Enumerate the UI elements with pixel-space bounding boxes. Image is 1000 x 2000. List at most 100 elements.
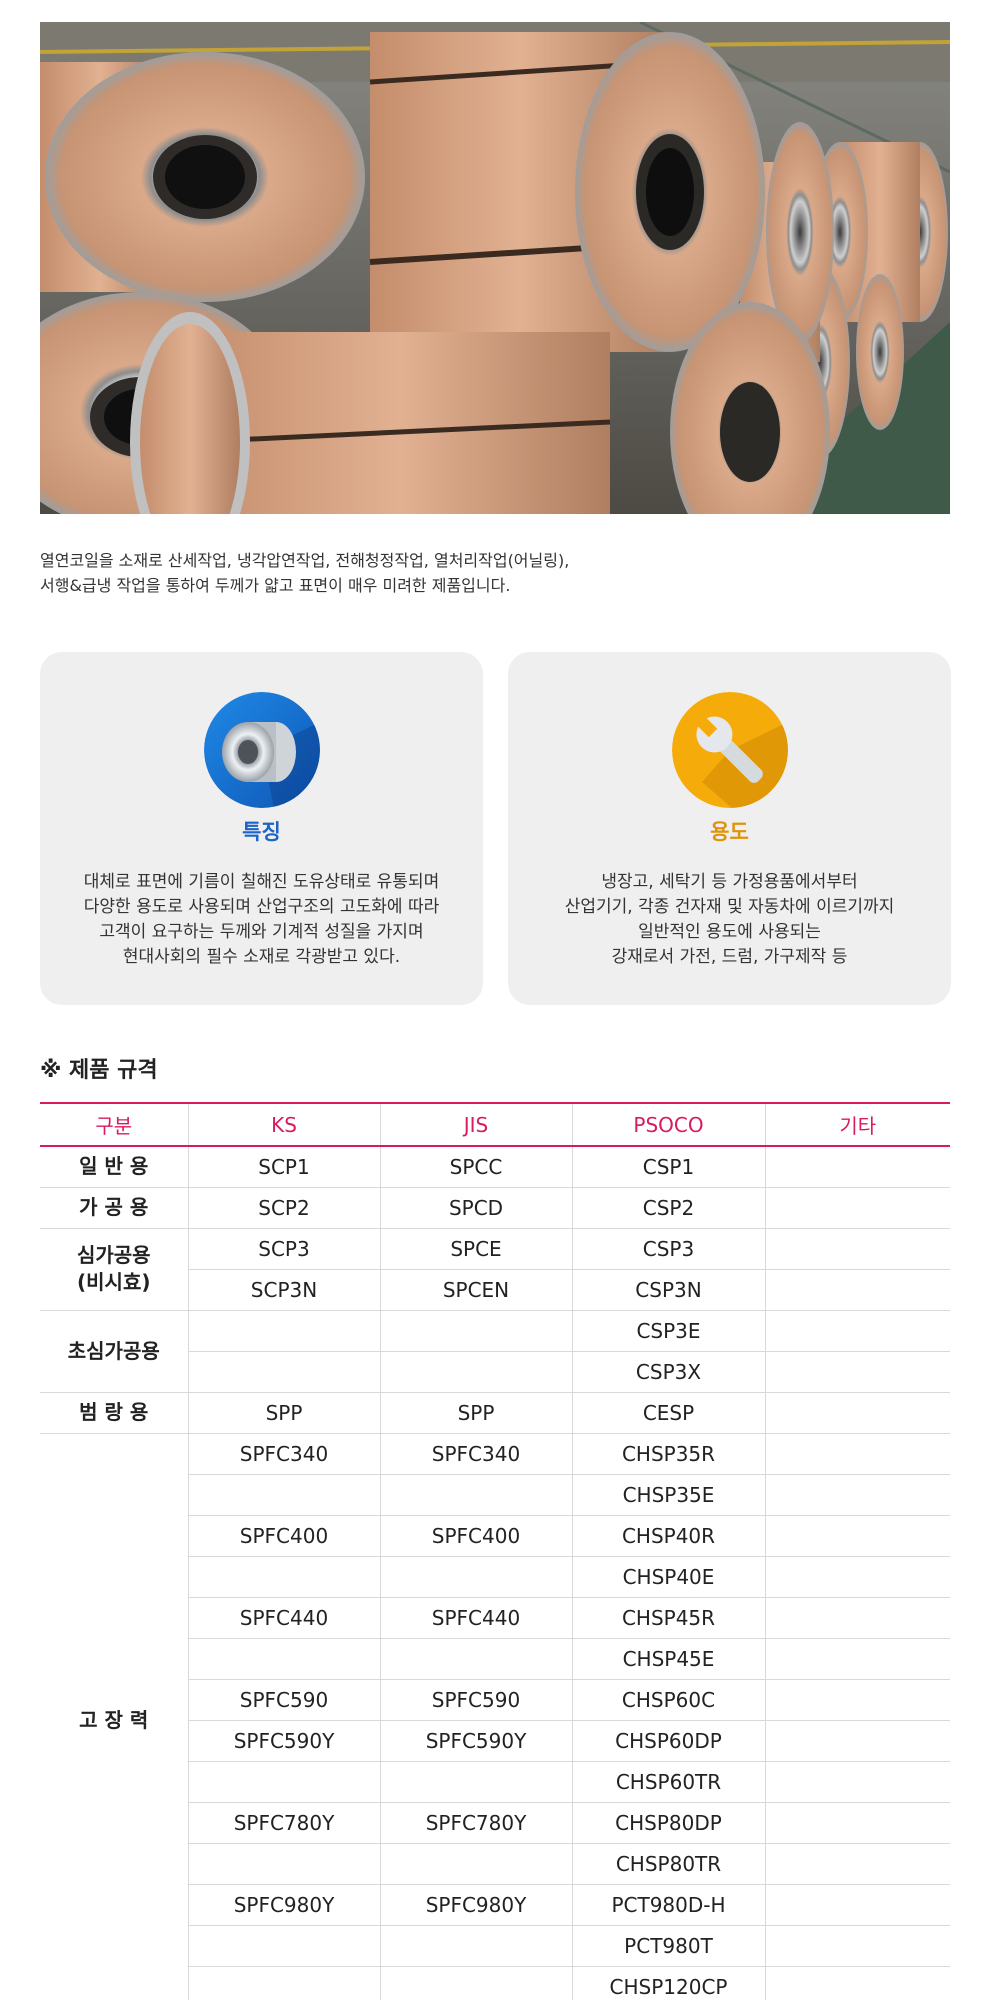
ks-cell: SCP1 xyxy=(187,1146,380,1188)
table-row: SPFC400 SPFC400 CHSP40R xyxy=(40,1515,950,1557)
table-row: SPFC590 SPFC590 CHSP60C xyxy=(40,1679,950,1721)
psoco-cell: CHSP35E xyxy=(571,1474,765,1516)
table-row: SPFC780Y SPFC780Y CHSP80DP xyxy=(40,1802,950,1844)
features-line: 현대사회의 필수 소재로 각광받고 있다. xyxy=(122,947,401,967)
jis-cell xyxy=(379,1925,572,1967)
etc-cell xyxy=(764,1843,950,1885)
jis-cell: SPFC590 xyxy=(379,1679,572,1721)
jis-cell xyxy=(379,1556,572,1598)
ks-cell: SPP xyxy=(187,1392,380,1434)
table-row: SPFC440 SPFC440 CHSP45R xyxy=(40,1597,950,1639)
jis-cell: SPFC400 xyxy=(379,1515,572,1557)
jis-cell: SPCD xyxy=(379,1187,572,1229)
usage-line: 산업기기, 각종 건자재 및 자동차에 이르기까지 xyxy=(564,897,895,917)
psoco-cell: CHSP40E xyxy=(571,1556,765,1598)
table-row: 범 랑 용 SPP SPP CESP xyxy=(40,1392,950,1434)
ks-cell: SCP2 xyxy=(187,1187,380,1229)
spec-title: ※ 제품 규격 xyxy=(40,1058,158,1083)
etc-cell xyxy=(764,1392,950,1434)
jis-cell: SPP xyxy=(379,1392,572,1434)
etc-cell xyxy=(764,1638,950,1680)
jis-cell xyxy=(379,1474,572,1516)
usage-line: 일반적인 용도에 사용되는 xyxy=(638,922,821,942)
psoco-cell: CHSP60TR xyxy=(571,1761,765,1803)
etc-cell xyxy=(764,1515,950,1557)
etc-cell xyxy=(764,1269,950,1311)
ks-cell: SCP3N xyxy=(187,1269,380,1311)
jis-cell: SPCC xyxy=(379,1146,572,1188)
etc-cell xyxy=(764,1146,950,1188)
header-psoco: PSOCO xyxy=(571,1103,765,1146)
table-row: CHSP80TR xyxy=(40,1843,950,1885)
ks-cell: SPFC590Y xyxy=(187,1720,380,1762)
category-cell: 초심가공용 xyxy=(40,1310,188,1393)
etc-cell xyxy=(764,1351,950,1393)
jis-cell: SPFC780Y xyxy=(379,1802,572,1844)
psoco-cell: CHSP80DP xyxy=(571,1802,765,1844)
jis-cell xyxy=(379,1966,572,2000)
usage-line: 강재로서 가전, 드럼, 가구제작 등 xyxy=(611,947,848,967)
table-row: CHSP45E xyxy=(40,1638,950,1680)
steel-coil-icon xyxy=(203,692,320,808)
ks-cell xyxy=(187,1310,380,1352)
table-row: CHSP35E xyxy=(40,1474,950,1516)
etc-cell xyxy=(764,1187,950,1229)
psoco-cell: CSP2 xyxy=(571,1187,765,1229)
header-ks: KS xyxy=(187,1103,380,1146)
ks-cell xyxy=(187,1638,380,1680)
psoco-cell: CHSP80TR xyxy=(571,1843,765,1885)
jis-cell: SPCE xyxy=(379,1228,572,1270)
ks-cell xyxy=(187,1351,380,1393)
psoco-cell: PCT980T xyxy=(571,1925,765,1967)
table-row: 초심가공용 CSP3E xyxy=(40,1310,950,1393)
etc-cell xyxy=(764,1802,950,1844)
jis-cell: SPCEN xyxy=(379,1269,572,1311)
table-row: 일 반 용 SCP1 SPCC CSP1 xyxy=(40,1146,950,1188)
table-row: SPFC590Y SPFC590Y CHSP60DP xyxy=(40,1720,950,1762)
ks-cell xyxy=(187,1761,380,1803)
table-row: CHSP40E xyxy=(40,1556,950,1598)
ks-cell: SPFC400 xyxy=(187,1515,380,1557)
jis-cell: SPFC590Y xyxy=(379,1720,572,1762)
table-row: CHSP120CP xyxy=(40,1966,950,2000)
etc-cell xyxy=(764,1720,950,1762)
table-row: SPFC980Y SPFC980Y PCT980D-H xyxy=(40,1884,950,1926)
etc-cell xyxy=(764,1556,950,1598)
ks-cell xyxy=(187,1556,380,1598)
psoco-cell: CSP1 xyxy=(571,1146,765,1188)
description-line: 열연코일을 소재로 산세작업, 냉각압연작업, 전해청정작업, 열처리작업(어닐… xyxy=(40,551,570,570)
jis-cell: SPFC340 xyxy=(379,1433,572,1475)
jis-cell xyxy=(379,1761,572,1803)
ks-cell xyxy=(187,1966,380,2000)
ks-cell xyxy=(187,1925,380,1967)
table-row: CHSP60TR xyxy=(40,1761,950,1803)
etc-cell xyxy=(764,1679,950,1721)
category-cell: 범 랑 용 xyxy=(40,1392,188,1434)
ks-cell: SCP3 xyxy=(187,1228,380,1270)
psoco-cell: CSP3E xyxy=(571,1310,765,1352)
usage-card: 용도 냉장고, 세탁기 등 가정용품에서부터 산업기기, 각종 건자재 및 자동… xyxy=(508,652,951,1005)
features-card: 특징 대체로 표면에 기름이 칠해진 도유상태로 유통되며 다양한 용도로 사용… xyxy=(40,652,483,1005)
etc-cell xyxy=(764,1474,950,1516)
ks-cell: SPFC980Y xyxy=(187,1884,380,1926)
header-etc: 기타 xyxy=(764,1103,950,1146)
description-line: 서행&급냉 작업을 통하여 두께가 얇고 표면이 매우 미려한 제품입니다. xyxy=(40,576,511,595)
etc-cell xyxy=(764,1310,950,1352)
product-description: 열연코일을 소재로 산세작업, 냉각압연작업, 전해청정작업, 열처리작업(어닐… xyxy=(40,548,950,598)
usage-title: 용도 xyxy=(710,820,749,844)
psoco-cell: CSP3N xyxy=(571,1269,765,1311)
jis-cell: SPFC440 xyxy=(379,1597,572,1639)
category-line: 심가공용 xyxy=(76,1243,151,1267)
table-row: SCP3N SPCEN CSP3N xyxy=(40,1269,950,1311)
features-title: 특징 xyxy=(242,820,281,844)
etc-cell xyxy=(764,1433,950,1475)
category-cell: 고 장 력 xyxy=(40,1433,188,2000)
category-cell: 일 반 용 xyxy=(40,1146,188,1188)
etc-cell xyxy=(764,1597,950,1639)
usage-text: 냉장고, 세탁기 등 가정용품에서부터 산업기기, 각종 건자재 및 자동차에 … xyxy=(508,870,951,970)
table-row: CSP3X xyxy=(40,1351,950,1393)
features-line: 고객이 요구하는 두께와 기계적 성질을 가지며 xyxy=(99,922,424,942)
jis-cell xyxy=(379,1843,572,1885)
psoco-cell: CESP xyxy=(571,1392,765,1434)
etc-cell xyxy=(764,1884,950,1926)
